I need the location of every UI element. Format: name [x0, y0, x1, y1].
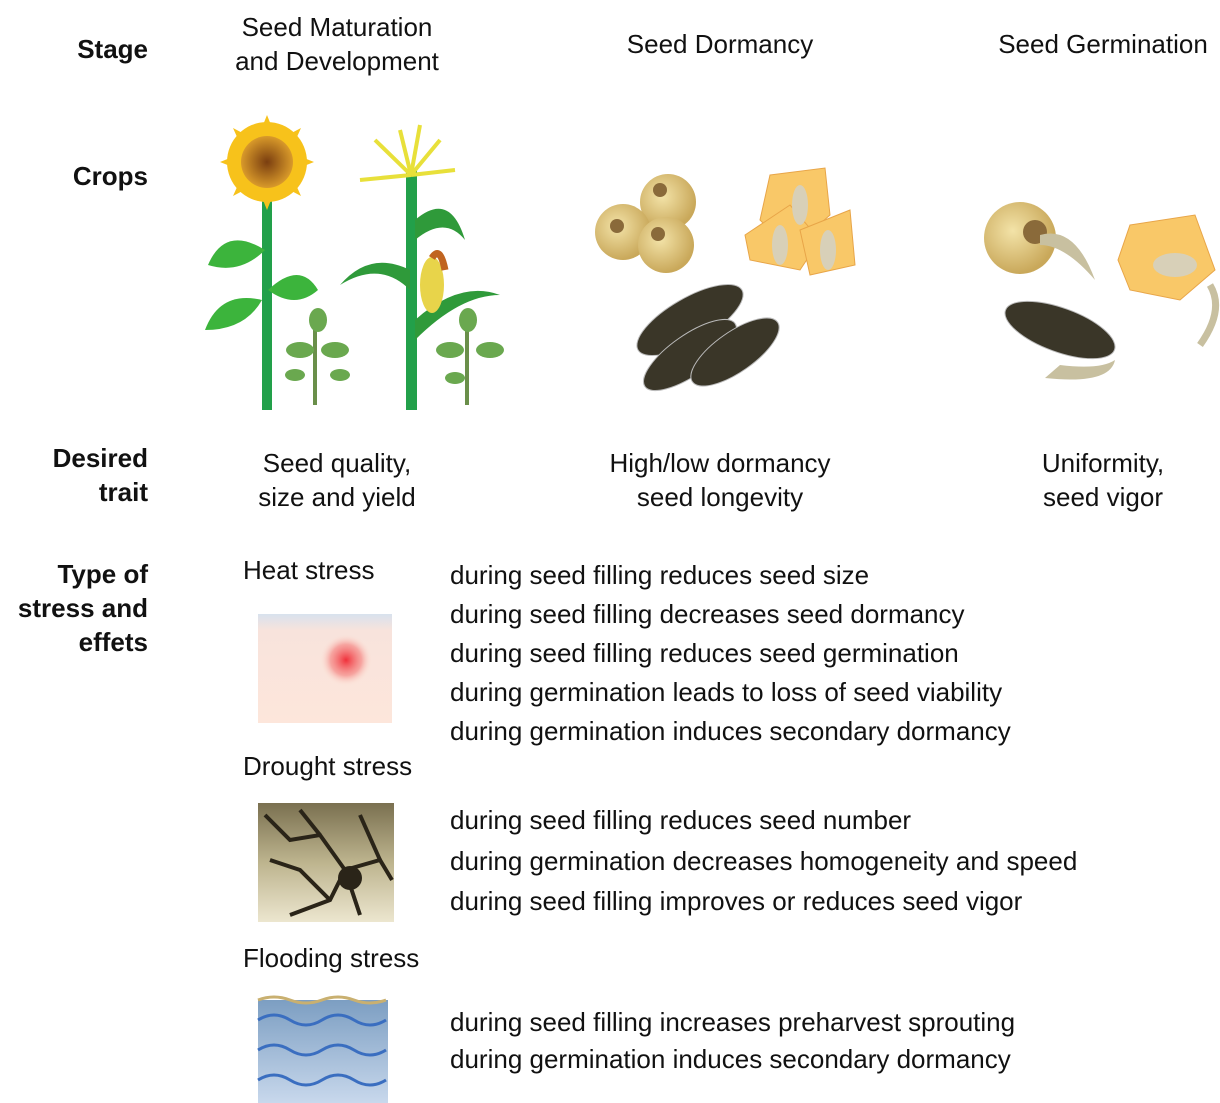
stress-effect: during seed filling improves or reduces …	[450, 886, 1023, 916]
stress-effect: during seed filling decreases seed dorma…	[450, 599, 965, 629]
flooding-image	[258, 997, 388, 1103]
dormant-seeds	[595, 168, 855, 403]
stress-name: Heat stress	[243, 555, 375, 585]
row-label: Type of	[57, 559, 148, 589]
stress-effect: during germination leads to loss of seed…	[450, 677, 1002, 707]
stress-effect: during germination induces secondary dor…	[450, 1044, 1011, 1074]
row-label: Desired	[53, 443, 148, 473]
row-label: trait	[99, 477, 148, 507]
row-label: Stage	[77, 34, 148, 64]
desired-trait: size and yield	[258, 482, 416, 512]
desired-trait: Uniformity,	[1042, 448, 1164, 478]
row-label: stress and	[18, 593, 148, 623]
figure: Stage Crops Desired trait Type of stress and e…	[0, 0, 1220, 1103]
corn-plant	[340, 125, 500, 410]
germinating-seeds	[984, 202, 1216, 380]
stress-effect: during seed filling reduces seed germina…	[450, 638, 959, 668]
desired-trait: High/low dormancy	[609, 448, 830, 478]
stress-effect: during seed filling reduces seed size	[450, 560, 869, 590]
desired-trait: Seed quality,	[263, 448, 411, 478]
heat-spot	[320, 634, 372, 686]
stage-title: Seed Germination	[998, 29, 1208, 59]
stress-effect: during seed filling increases preharvest…	[450, 1007, 1015, 1037]
soybean-plants	[285, 308, 504, 405]
stage-title: and Development	[235, 46, 440, 76]
stress-effect: during germination induces secondary dor…	[450, 716, 1011, 746]
drought-image	[258, 803, 394, 922]
stress-name: Drought stress	[243, 751, 412, 781]
stage-title: Seed Dormancy	[627, 29, 813, 59]
stress-name: Flooding stress	[243, 943, 419, 973]
desired-trait: seed vigor	[1043, 482, 1163, 512]
desired-trait: seed longevity	[637, 482, 803, 512]
sunflower	[205, 115, 318, 410]
stress-effect: during germination decreases homogeneity…	[450, 846, 1077, 876]
stress-effect: during seed filling reduces seed number	[450, 805, 911, 835]
stage-title: Seed Maturation	[242, 12, 433, 42]
row-label: Crops	[73, 161, 148, 191]
row-label: effets	[79, 627, 148, 657]
